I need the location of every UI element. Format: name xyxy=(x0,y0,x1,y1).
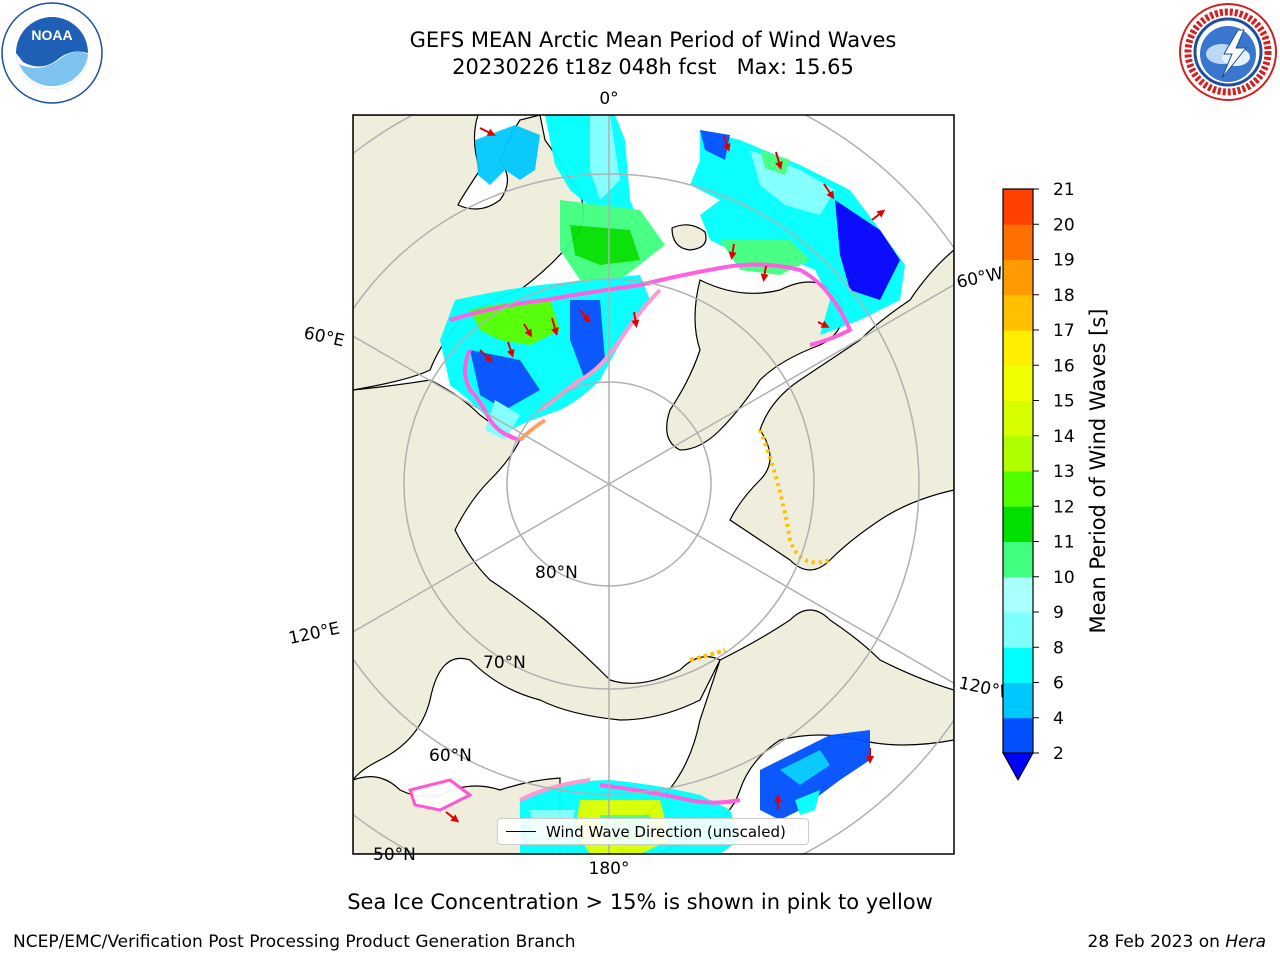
nws-logo xyxy=(1179,3,1277,101)
legend-label: Wind Wave Direction (unscaled) xyxy=(546,823,786,841)
colorbar-segment xyxy=(1003,224,1033,260)
colorbar-segment xyxy=(1003,682,1033,719)
figure-caption: Sea Ice Concentration > 15% is shown in … xyxy=(347,890,933,914)
colorbar-tick-label: 16 xyxy=(1053,356,1075,376)
graticule xyxy=(353,115,954,854)
colorbar-segment xyxy=(1003,365,1033,401)
colorbar-tick-label: 8 xyxy=(1053,638,1064,658)
land-canada xyxy=(729,249,954,571)
colorbar-segment xyxy=(1003,717,1033,754)
lon-label-0: 0° xyxy=(599,89,618,109)
map-panel xyxy=(353,115,954,854)
colorbar-tick-label: 13 xyxy=(1053,462,1075,482)
colorbar-extend-triangle xyxy=(1002,752,1034,782)
colorbar-label: Mean Period of Wind Waves [s] xyxy=(1086,309,1110,634)
lon-label-60w: 60°W xyxy=(955,264,1005,293)
lon-label-180: 180° xyxy=(589,859,630,879)
colorbar-tick-label: 19 xyxy=(1053,251,1075,271)
wind-wave-arrows xyxy=(445,127,886,823)
noaa-logo-text: NOAA xyxy=(31,27,72,43)
colorbar-tick-label: 9 xyxy=(1053,603,1064,623)
map-frame xyxy=(352,114,955,855)
colorbar-segment xyxy=(1003,612,1033,648)
colorbar-segment xyxy=(1003,647,1033,683)
colorbar-segment xyxy=(1003,576,1033,613)
colorbar-ticks: 2 4 6 8 9 10 11 12 13 14 15 16 17 18 19 20 21 xyxy=(1033,180,1075,764)
chart-subtitle: 20230226 t18z 048h fcst Max: 15.65 xyxy=(452,55,854,79)
lat-label-70n: 70°N xyxy=(483,653,526,673)
colorbar-tick-label: 2 xyxy=(1053,744,1064,764)
colorbar-tick-label: 12 xyxy=(1053,497,1075,517)
colorbar-segment xyxy=(1003,400,1033,437)
map-legend: Wind Wave Direction (unscaled) xyxy=(497,818,809,845)
colorbar-tick-label: 14 xyxy=(1053,427,1075,447)
colorbar-tick-label: 21 xyxy=(1053,180,1075,200)
colorbar-segment xyxy=(1003,189,1033,225)
colorbar-tick-label: 4 xyxy=(1053,709,1064,729)
lon-label-60e: 60°E xyxy=(302,323,346,351)
noaa-logo: NOAA xyxy=(1,2,103,104)
colorbar-tick-label: 20 xyxy=(1053,215,1075,235)
legend-line-swatch xyxy=(506,831,536,832)
footer-date-text: 28 Feb 2023 on xyxy=(1087,932,1226,952)
lon-label-120e: 120°E xyxy=(287,619,342,649)
colorbar-segment xyxy=(1003,294,1033,331)
lat-label-80n: 80°N xyxy=(535,563,578,583)
land-svalbard xyxy=(671,224,707,251)
footer-date: 28 Feb 2023 on Hera xyxy=(1088,932,1266,952)
colorbar-tick-label: 10 xyxy=(1053,568,1075,588)
footer-machine: Hera xyxy=(1225,932,1266,952)
lat-label-50n: 50°N xyxy=(373,845,416,865)
colorbar: 2 4 6 8 9 10 11 12 13 14 15 16 17 18 19 20 21 Mean Perio… xyxy=(1002,180,1110,782)
colorbar-tick-label: 15 xyxy=(1053,392,1075,412)
colorbar-tick-label: 6 xyxy=(1053,674,1064,694)
land-greenland xyxy=(666,279,844,451)
lat-label-60n: 60°N xyxy=(429,746,472,766)
colorbar-segment xyxy=(1003,435,1033,472)
colorbar-segment xyxy=(1003,330,1033,366)
chart-title: GEFS MEAN Arctic Mean Period of Wind Wav… xyxy=(409,28,897,52)
colorbar-segment xyxy=(1003,259,1033,296)
colorbar-tick-label: 18 xyxy=(1053,286,1075,306)
colorbar-tick-label: 11 xyxy=(1053,533,1075,553)
colorbar-tick-label: 17 xyxy=(1053,321,1075,341)
footer-credit: NCEP/EMC/Verification Post Processing Pr… xyxy=(13,932,576,952)
colorbar-segment xyxy=(1003,541,1033,578)
colorbar-segment xyxy=(1003,506,1033,542)
colorbar-segment xyxy=(1003,471,1033,507)
colorbar-segments xyxy=(1003,189,1033,754)
